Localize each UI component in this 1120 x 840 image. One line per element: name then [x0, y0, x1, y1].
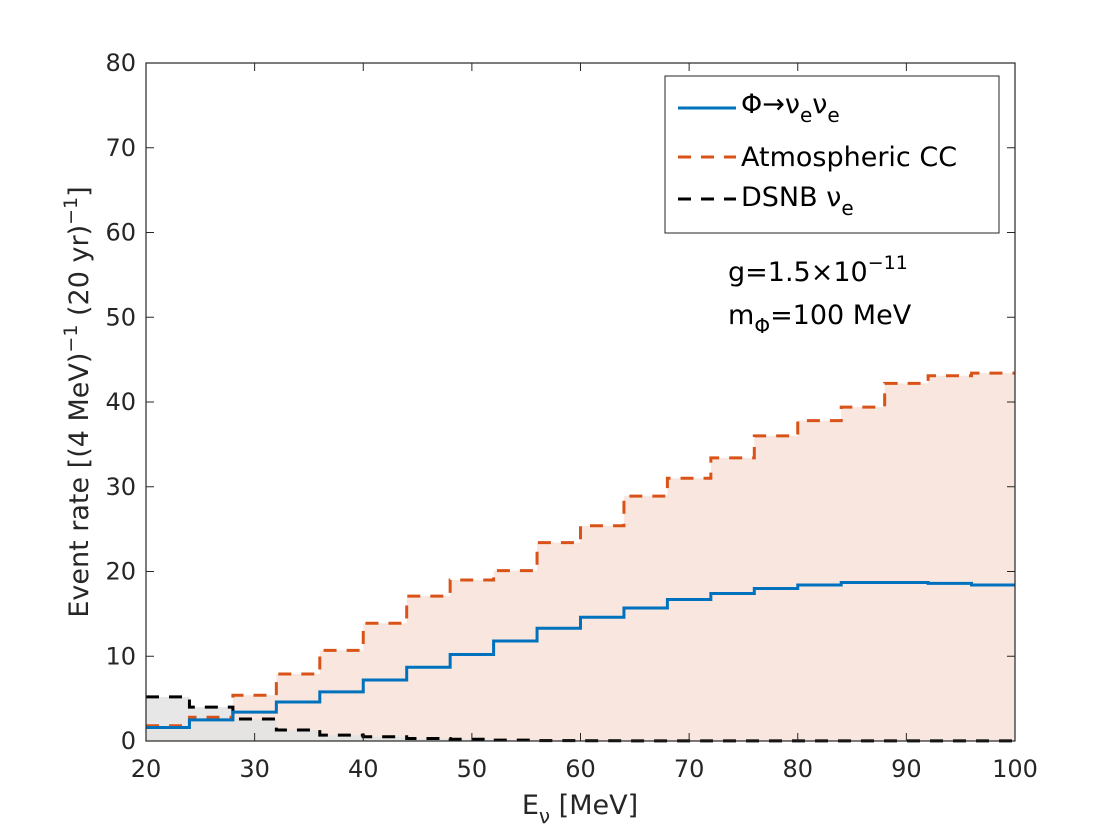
y-label-sup2: −1 [60, 197, 82, 225]
area-fills [146, 373, 1015, 741]
x-tick-label: 50 [457, 755, 488, 783]
x-tick-label: 60 [565, 755, 596, 783]
y-label-sup1: −1 [60, 325, 82, 353]
legend-label-phi: Φ→νeνe [741, 89, 840, 127]
atmospheric-fill [146, 373, 1015, 741]
atmospheric-series-line [146, 371, 1015, 728]
y-tick-label: 0 [121, 727, 136, 755]
legend-box [664, 75, 1000, 234]
x-label-main: E [522, 790, 539, 821]
legend-label-atmospheric: Atmospheric CC [741, 142, 957, 173]
annotation-coupling: g=1.5×10−11 [728, 252, 908, 288]
x-axis-title: Eν [MeV] [522, 790, 638, 828]
axis-ticks: 20 30 40 50 60 70 80 90 100 0 10 20 30 40 50 60 70 80 [105, 49, 1037, 783]
x-tick-label: 40 [348, 755, 379, 783]
legend: Φ→νeνe Atmospheric CC DSNB νe [664, 75, 1000, 234]
y-tick-label: 50 [105, 303, 136, 331]
legend-label-dsnb: DSNB νe [741, 182, 854, 220]
y-axis-title: Event rate [(4 MeV)−1 (20 yr)−1] [60, 186, 95, 617]
x-tick-label: 30 [239, 755, 270, 783]
y-tick-label: 40 [105, 388, 136, 416]
dsnb-fill [146, 696, 1015, 741]
y-label-middle: (20 yr) [64, 225, 95, 325]
y-tick-label: 10 [105, 642, 136, 670]
y-label-suffix: ] [64, 186, 95, 197]
x-tick-label: 100 [992, 755, 1038, 783]
x-tick-label: 90 [891, 755, 922, 783]
x-label-sub: ν [539, 804, 550, 828]
y-tick-label: 30 [105, 473, 136, 501]
series-lines [146, 371, 1015, 743]
y-tick-label: 60 [105, 219, 136, 247]
x-tick-label: 20 [131, 755, 162, 783]
y-tick-label: 70 [105, 134, 136, 162]
y-label-prefix: Event rate [(4 MeV) [64, 353, 95, 618]
y-tick-label: 20 [105, 558, 136, 586]
phi-series-line [146, 581, 1015, 729]
x-tick-label: 70 [674, 755, 705, 783]
annotation-mass: mΦ=100 MeV [728, 300, 912, 338]
x-tick-label: 80 [782, 755, 813, 783]
y-tick-label: 80 [105, 49, 136, 77]
x-label-unit: [MeV] [550, 790, 638, 821]
